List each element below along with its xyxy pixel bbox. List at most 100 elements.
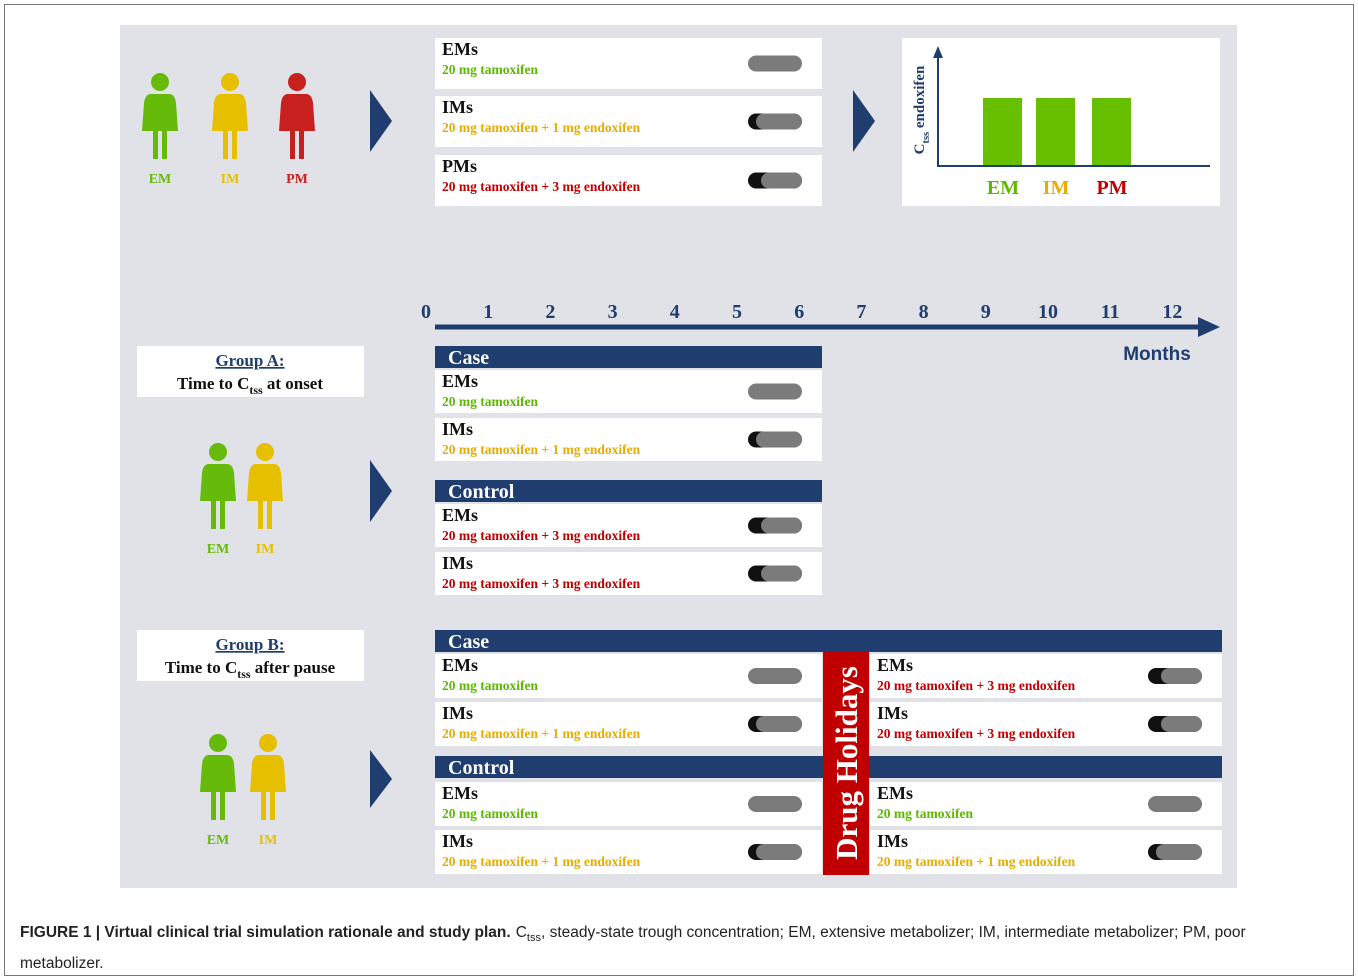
regimen-dose: 20 mg tamoxifen + 3 mg endoxifen [877, 726, 1076, 741]
frame [4, 4, 1354, 976]
person-leg [153, 130, 158, 159]
person-leg [162, 130, 167, 159]
regimen-group: EMs [442, 783, 478, 803]
month-tick: 7 [856, 301, 866, 323]
regimen-group: IMs [442, 97, 473, 117]
person-leg [223, 130, 228, 159]
person-leg [211, 500, 216, 529]
month-tick: 6 [794, 301, 804, 323]
person-label: EM [149, 172, 172, 187]
regimen-group: IMs [442, 703, 473, 723]
month-tick: 0 [421, 301, 431, 323]
month-tick: 1 [483, 301, 493, 323]
arrow [370, 460, 392, 522]
arm-label: Case [448, 631, 489, 653]
regimen-dose: 20 mg tamoxifen + 1 mg endoxifen [442, 854, 641, 869]
regimen-dose: 20 mg tamoxifen + 1 mg endoxifen [877, 854, 1076, 869]
pill [761, 517, 802, 534]
person-body [279, 94, 315, 131]
regimen-dose: 20 mg tamoxifen [877, 806, 973, 821]
person-leg [270, 791, 275, 820]
timeline-head [1198, 317, 1220, 337]
regimen-group: IMs [442, 553, 473, 573]
pill [761, 565, 802, 582]
person-head [288, 73, 306, 91]
month-tick: 11 [1101, 301, 1120, 323]
drug-holiday-label: Drug Holidays [829, 666, 864, 860]
label-part: endoxifen [912, 65, 928, 132]
person-body [250, 755, 286, 792]
person-head [256, 443, 274, 461]
arm-header [435, 480, 822, 502]
person-label: IM [221, 172, 240, 187]
month-tick: 4 [670, 301, 680, 323]
regimen-group: EMs [442, 39, 478, 59]
regimen-group: EMs [877, 783, 913, 803]
group-title: Group B: [215, 635, 284, 654]
caption-text: , steady-state trough concentration; EM,… [20, 924, 1246, 973]
person-body [200, 464, 236, 501]
arm-header [435, 346, 822, 368]
person-head [209, 734, 227, 752]
person-head [259, 734, 277, 752]
subscript: tss [237, 667, 251, 681]
label-part: Time to C [177, 374, 249, 393]
regimen-dose: 20 mg tamoxifen [442, 678, 538, 693]
person-label: IM [256, 542, 275, 557]
regimen-group: IMs [877, 831, 908, 851]
pill [1161, 668, 1202, 684]
arm-label: Control [448, 481, 515, 503]
person-leg [220, 791, 225, 820]
plot-axis-head [933, 46, 943, 58]
person-leg [232, 130, 237, 159]
pill [756, 844, 802, 860]
drug-holiday [823, 652, 869, 875]
person-head [151, 73, 169, 91]
group-box [137, 630, 364, 681]
regimen-dose: 20 mg tamoxifen + 3 mg endoxifen [877, 678, 1076, 693]
regimen-dose: 20 mg tamoxifen [442, 62, 538, 77]
month-tick: 3 [608, 301, 618, 323]
pill [748, 55, 802, 72]
person-leg [211, 791, 216, 820]
person-body [212, 94, 248, 131]
plot-bar [1092, 98, 1131, 165]
regimen-group: EMs [442, 505, 478, 525]
month-tick: 5 [732, 301, 742, 323]
label-part: after pause [250, 658, 335, 677]
pill [748, 383, 802, 400]
label-part: at onset [263, 374, 324, 393]
label: Time to Ctss after pause [165, 658, 336, 681]
subscript: tss [249, 383, 263, 397]
arrow [370, 750, 392, 808]
regimen-dose: 20 mg tamoxifen + 3 mg endoxifen [442, 528, 641, 543]
person-head [209, 443, 227, 461]
label-part: C [912, 144, 928, 155]
pill [1156, 844, 1202, 860]
regimen-group: EMs [877, 655, 913, 675]
person-body [200, 755, 236, 792]
pill [748, 668, 802, 684]
plot-bar-label: PM [1096, 177, 1127, 199]
person-leg [258, 500, 263, 529]
month-tick: 12 [1162, 301, 1182, 323]
month-tick: 9 [981, 301, 991, 323]
regimen-dose: 20 mg tamoxifen [442, 806, 538, 821]
person-head [221, 73, 239, 91]
person-leg [261, 791, 266, 820]
person-body [247, 464, 283, 501]
pill [1161, 716, 1202, 732]
person-leg [299, 130, 304, 159]
group-box [137, 346, 364, 397]
plot-bar-label: EM [987, 177, 1019, 199]
person-leg [290, 130, 295, 159]
regimen-group: IMs [442, 419, 473, 439]
person-label: PM [286, 172, 308, 187]
label: Ctss endoxifen [912, 65, 932, 154]
plot-bar [1036, 98, 1075, 165]
regimen-group: PMs [442, 156, 477, 176]
caption-subscript: tss [526, 932, 541, 945]
regimen-group: IMs [877, 703, 908, 723]
